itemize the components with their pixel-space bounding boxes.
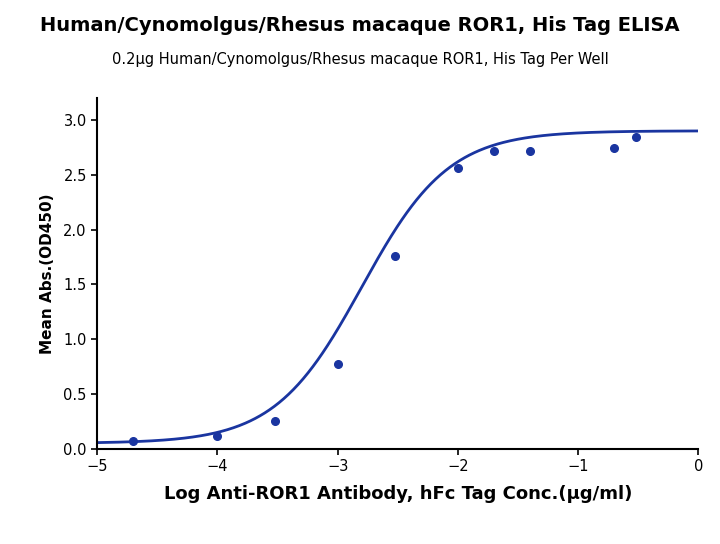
X-axis label: Log Anti-ROR1 Antibody, hFc Tag Conc.(μg/ml): Log Anti-ROR1 Antibody, hFc Tag Conc.(μg… xyxy=(163,485,632,503)
Text: Human/Cynomolgus/Rhesus macaque ROR1, His Tag ELISA: Human/Cynomolgus/Rhesus macaque ROR1, Hi… xyxy=(40,16,680,35)
Y-axis label: Mean Abs.(OD450): Mean Abs.(OD450) xyxy=(40,193,55,354)
Text: 0.2μg Human/Cynomolgus/Rhesus macaque ROR1, His Tag Per Well: 0.2μg Human/Cynomolgus/Rhesus macaque RO… xyxy=(112,52,608,67)
